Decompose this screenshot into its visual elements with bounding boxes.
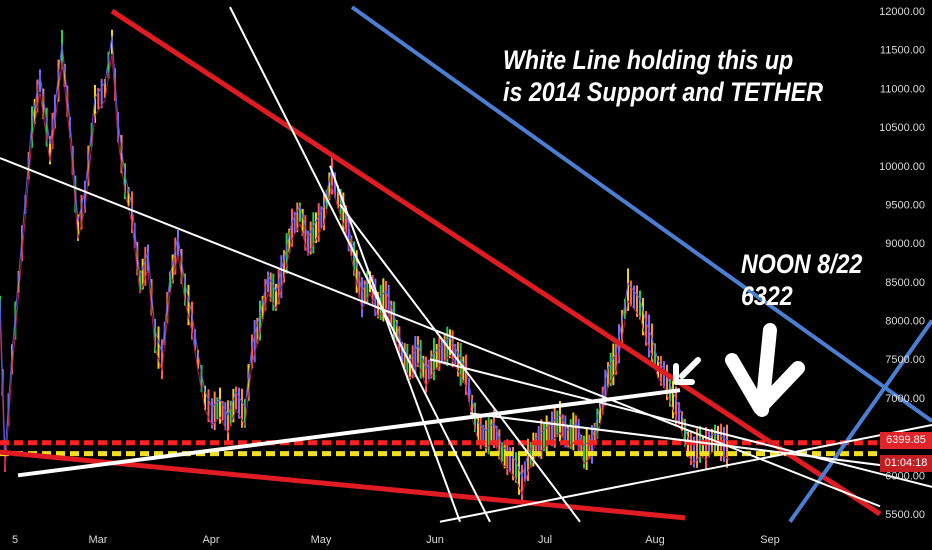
moving-average-line-2	[0, 35, 731, 479]
candle-timer-tag: 01:04:18	[880, 455, 932, 472]
x-tick-label: Jul	[538, 534, 552, 546]
x-tick-label: Aug	[645, 534, 665, 546]
white-trendline	[17, 388, 681, 478]
white-trendline	[229, 6, 491, 523]
small-down-left-arrow-icon	[679, 357, 701, 379]
white-trendline	[429, 358, 932, 488]
white-trendline	[0, 157, 881, 508]
y-tick-label: 9000.00	[885, 238, 925, 250]
annotation-line-3: NOON 8/22	[741, 249, 863, 279]
red-trendline	[110, 8, 882, 517]
x-axis-ticks: 5 Mar Apr May Jun Jul Aug Sep	[12, 534, 780, 546]
white-trendline	[469, 412, 901, 469]
red-trendline	[0, 449, 686, 521]
blue-trendline	[350, 5, 932, 423]
y-tick-label: 8000.00	[885, 316, 925, 328]
arrows-group	[673, 323, 805, 417]
y-tick-label: 6000.00	[885, 470, 925, 482]
y-tick-label: 11000.00	[880, 83, 925, 95]
y-tick-label: 9500.00	[885, 199, 925, 211]
blue-trendline	[788, 319, 932, 523]
annotation-noon: NOON 8/22 6322	[741, 248, 862, 312]
y-tick-label: 11500.00	[880, 45, 925, 57]
price-series-group	[0, 29, 731, 502]
annotation-white-line: White Line holding this up is 2014 Suppo…	[503, 44, 823, 108]
y-tick-label: 7500.00	[885, 354, 925, 366]
y-tick-label: 7000.00	[885, 393, 925, 405]
y-tick-label: 10500.00	[879, 122, 925, 134]
x-tick-label: Mar	[89, 534, 108, 546]
y-tick-label: 8500.00	[885, 277, 925, 289]
annotation-line-4: 6322	[741, 281, 793, 311]
white-trendline	[339, 203, 581, 523]
x-tick-label: 5	[12, 534, 18, 546]
x-tick-label: Sep	[760, 534, 780, 546]
annotation-line-2: is 2014 Support and TETHER	[503, 77, 823, 107]
x-tick-label: May	[311, 534, 332, 546]
x-tick-label: Jun	[426, 534, 444, 546]
y-tick-label: 10000.00	[879, 161, 925, 173]
white-trendline	[439, 424, 932, 523]
y-tick-label: 12000.00	[879, 6, 925, 18]
trendlines-group	[0, 5, 932, 523]
white-trendline	[329, 165, 461, 523]
small-arrow-head-icon	[673, 363, 695, 385]
current-price-tag: 6399.85	[880, 432, 932, 449]
x-tick-label: Apr	[202, 534, 219, 546]
annotation-line-1: White Line holding this up	[503, 45, 794, 75]
y-tick-label: 5500.00	[885, 509, 925, 521]
large-arrow-head-icon	[725, 353, 805, 415]
